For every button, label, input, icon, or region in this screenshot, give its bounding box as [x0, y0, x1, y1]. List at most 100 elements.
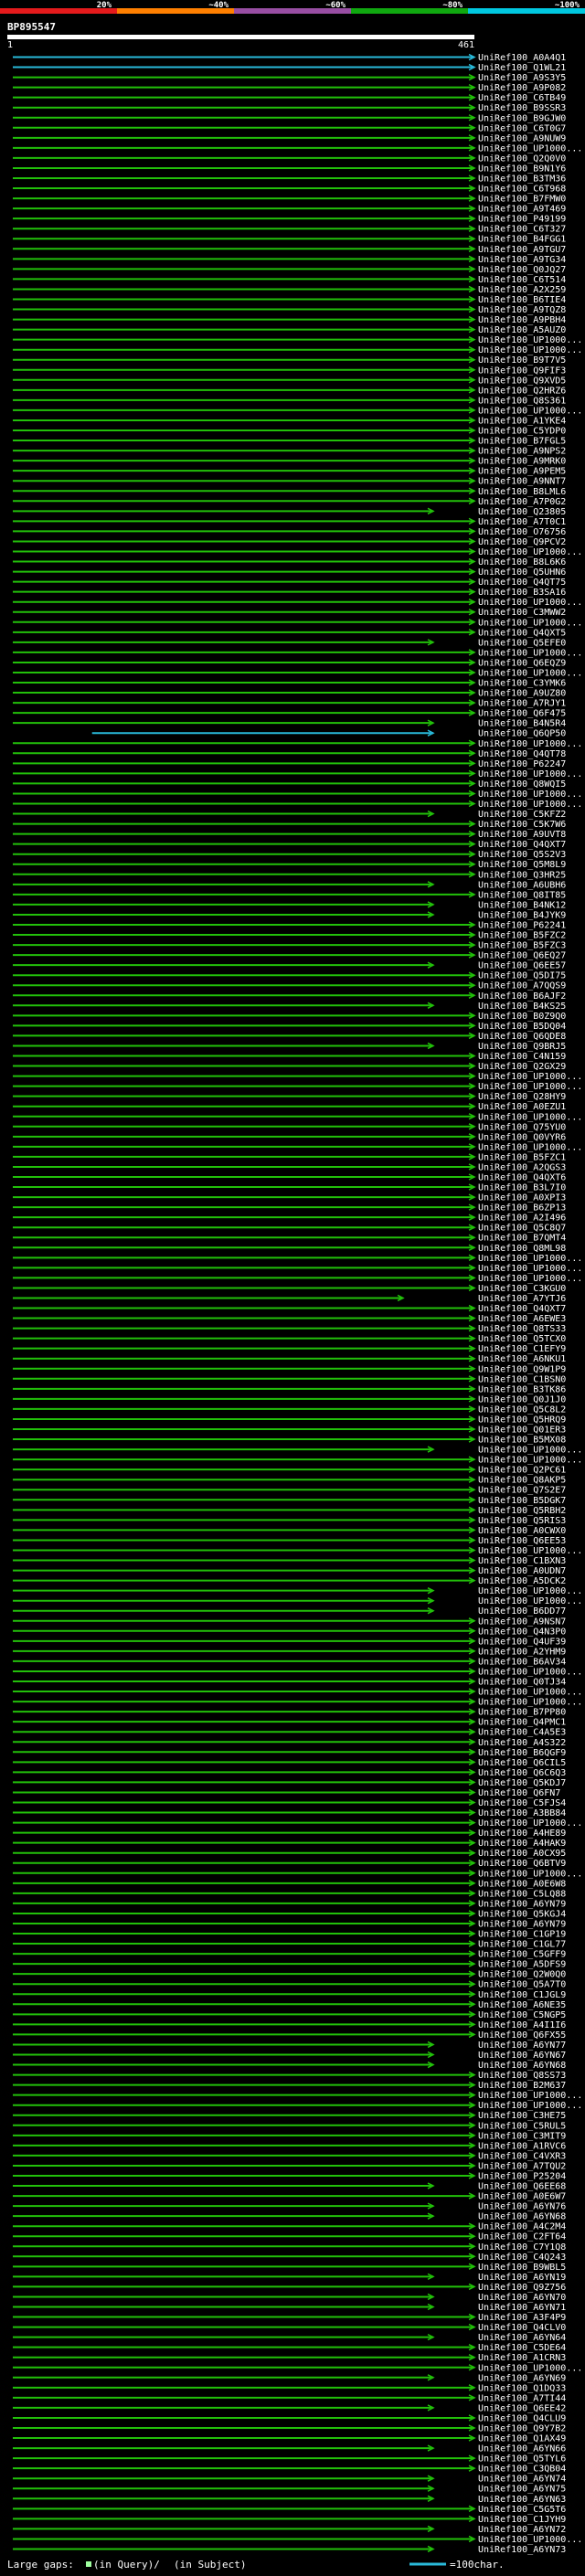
hit-label[interactable]: UniRef100_A6YN77: [478, 2041, 566, 2051]
hit-row[interactable]: UniRef100_C1JYH9: [13, 2515, 566, 2525]
hit-label[interactable]: UniRef100_Q8WQI5: [478, 779, 566, 790]
hit-label[interactable]: UniRef100_C5K7W6: [478, 820, 566, 830]
hit-row[interactable]: UniRef100_C5LQ88: [13, 1889, 566, 1899]
hit-label[interactable]: UniRef100_C6TB49: [478, 93, 566, 103]
hit-label[interactable]: UniRef100_Q8AKP5: [478, 1476, 566, 1486]
hit-label[interactable]: UniRef100_Q4UF39: [478, 1637, 566, 1647]
hit-row[interactable]: UniRef100_UP1000...: [13, 1264, 582, 1274]
hit-row[interactable]: UniRef100_B7PP80: [13, 1708, 566, 1718]
hit-label[interactable]: UniRef100_Q6EE53: [478, 1536, 566, 1546]
hit-row[interactable]: UniRef100_A4HAK9: [13, 1839, 566, 1849]
hit-row[interactable]: UniRef100_Q8AKP5: [13, 1476, 566, 1486]
hit-label[interactable]: UniRef100_A9S3Y5: [478, 73, 566, 83]
hit-row[interactable]: UniRef100_UP1000...: [13, 648, 582, 658]
hit-row[interactable]: UniRef100_A6YN69: [13, 2373, 566, 2383]
hit-row[interactable]: UniRef100_Q8ML98: [13, 1244, 566, 1254]
hit-label[interactable]: UniRef100_A6YN69: [478, 2373, 566, 2383]
hit-label[interactable]: UniRef100_Q4PMC1: [478, 1718, 566, 1728]
hit-row[interactable]: UniRef100_Q0VYR6: [13, 1132, 566, 1142]
hit-row[interactable]: UniRef100_A9PEM5: [13, 467, 566, 477]
hit-row[interactable]: UniRef100_Q9PCV2: [13, 537, 566, 547]
hit-row[interactable]: UniRef100_Q4UF39: [13, 1637, 566, 1647]
hit-row[interactable]: UniRef100_A5DCK2: [13, 1576, 566, 1586]
hit-label[interactable]: UniRef100_UP1000...: [478, 1274, 582, 1284]
hit-label[interactable]: UniRef100_B0Z9Q0: [478, 1012, 566, 1022]
hit-label[interactable]: UniRef100_A6YN79: [478, 1919, 566, 1929]
hit-row[interactable]: UniRef100_UP1000...: [13, 2363, 582, 2373]
hit-label[interactable]: UniRef100_Q6BTV9: [478, 1859, 566, 1869]
hit-label[interactable]: UniRef100_C3KGU0: [478, 1284, 566, 1294]
hit-row[interactable]: UniRef100_A6YN75: [13, 2485, 566, 2495]
hit-label[interactable]: UniRef100_A7P0G2: [478, 497, 566, 507]
hit-label[interactable]: UniRef100_Q6EE68: [478, 2182, 566, 2192]
hit-row[interactable]: UniRef100_Q6BTV9: [13, 1859, 566, 1869]
hit-row[interactable]: UniRef100_Q5TCX0: [13, 1334, 566, 1344]
hit-row[interactable]: UniRef100_A6YN67: [13, 2051, 566, 2061]
hit-label[interactable]: UniRef100_B3L7I0: [478, 1183, 566, 1193]
hit-row[interactable]: UniRef100_UP1000...: [13, 345, 582, 355]
hit-row[interactable]: UniRef100_B6QGF9: [13, 1748, 566, 1758]
hit-row[interactable]: UniRef100_A6YN76: [13, 2202, 566, 2212]
hit-row[interactable]: UniRef100_A9NNT7: [13, 477, 566, 487]
hit-label[interactable]: UniRef100_A4C2M4: [478, 2222, 566, 2232]
hit-row[interactable]: UniRef100_A6YN72: [13, 2525, 566, 2535]
hit-row[interactable]: UniRef100_C1EFY9: [13, 1344, 566, 1354]
hit-row[interactable]: UniRef100_A6YN77: [13, 2041, 566, 2051]
hit-label[interactable]: UniRef100_A6YN64: [478, 2333, 566, 2343]
hit-row[interactable]: UniRef100_P62247: [13, 759, 566, 769]
hit-row[interactable]: UniRef100_C7Y1Q8: [13, 2242, 566, 2253]
hit-label[interactable]: UniRef100_UP1000...: [478, 1698, 582, 1708]
hit-row[interactable]: UniRef100_UP1000...: [13, 598, 582, 608]
hit-row[interactable]: UniRef100_B4N5R4: [13, 719, 566, 729]
hit-row[interactable]: UniRef100_Q5EFE0: [13, 638, 566, 648]
hit-label[interactable]: UniRef100_C4N159: [478, 1052, 566, 1062]
hit-row[interactable]: UniRef100_A1RVC6: [13, 2141, 566, 2151]
hit-label[interactable]: UniRef100_C1JGL9: [478, 1990, 566, 2000]
hit-label[interactable]: UniRef100_Q6F475: [478, 709, 566, 719]
hit-row[interactable]: UniRef100_C4VXR3: [13, 2151, 566, 2161]
hit-row[interactable]: UniRef100_B6AJF2: [13, 991, 566, 1002]
hit-label[interactable]: UniRef100_C3HE75: [478, 2111, 566, 2121]
hit-label[interactable]: UniRef100_Q6EE57: [478, 961, 566, 971]
hit-row[interactable]: UniRef100_B3TK86: [13, 1384, 566, 1394]
hit-label[interactable]: UniRef100_Q2PC61: [478, 1466, 566, 1476]
hit-label[interactable]: UniRef100_C5DE64: [478, 2343, 566, 2353]
hit-label[interactable]: UniRef100_UP1000...: [478, 1254, 582, 1264]
hit-label[interactable]: UniRef100_A6YN66: [478, 2444, 566, 2454]
hit-label[interactable]: UniRef100_C7Y1Q8: [478, 2242, 566, 2253]
hit-label[interactable]: UniRef100_B5FZC2: [478, 931, 566, 941]
hit-label[interactable]: UniRef100_Q9XVD5: [478, 376, 566, 386]
hit-label[interactable]: UniRef100_B4N5R4: [478, 719, 566, 729]
hit-row[interactable]: UniRef100_A1YKE4: [13, 416, 566, 426]
hit-label[interactable]: UniRef100_A0EZU1: [478, 1102, 566, 1112]
hit-label[interactable]: UniRef100_A9TQZ8: [478, 305, 566, 315]
hit-row[interactable]: UniRef100_Q9FIF3: [13, 366, 566, 376]
hit-row[interactable]: UniRef100_A0CX95: [13, 1849, 566, 1859]
hit-row[interactable]: UniRef100_A7YTJ6: [13, 1294, 566, 1304]
hit-row[interactable]: UniRef100_B9GJW0: [13, 113, 566, 123]
hit-row[interactable]: UniRef100_A6YN68: [13, 2061, 566, 2071]
hit-label[interactable]: UniRef100_Q1DQ33: [478, 2383, 566, 2393]
hit-label[interactable]: UniRef100_C6T327: [478, 225, 566, 235]
hit-label[interactable]: UniRef100_B5DQ04: [478, 1022, 566, 1032]
hit-label[interactable]: UniRef100_Q5S2V3: [478, 850, 566, 860]
hit-label[interactable]: UniRef100_Q5C8Q7: [478, 1224, 566, 1234]
hit-label[interactable]: UniRef100_A0XPI3: [478, 1193, 566, 1203]
hit-label[interactable]: UniRef100_A6YN67: [478, 2051, 566, 2061]
hit-label[interactable]: UniRef100_Q8ML98: [478, 1244, 566, 1254]
hit-label[interactable]: UniRef100_A9UVT8: [478, 830, 566, 840]
hit-row[interactable]: UniRef100_B5DGK7: [13, 1496, 566, 1506]
hit-label[interactable]: UniRef100_UP1000...: [478, 790, 582, 800]
hit-row[interactable]: UniRef100_B7FMW0: [13, 195, 566, 205]
hit-label[interactable]: UniRef100_UP1000...: [478, 1869, 582, 1879]
hit-label[interactable]: UniRef100_UP1000...: [478, 668, 582, 678]
hit-row[interactable]: UniRef100_Q8TS33: [13, 1324, 566, 1334]
hit-label[interactable]: UniRef100_UP1000...: [478, 2363, 582, 2373]
hit-row[interactable]: UniRef100_Q5KGJ4: [13, 1909, 566, 1919]
hit-row[interactable]: UniRef100_Q6QP50: [91, 729, 567, 739]
hit-label[interactable]: UniRef100_A0CX95: [478, 1849, 566, 1859]
hit-row[interactable]: UniRef100_A6YN70: [13, 2293, 566, 2303]
hit-row[interactable]: UniRef100_UP1000...: [13, 1688, 582, 1698]
hit-row[interactable]: UniRef100_Q1WL21: [13, 63, 566, 73]
hit-row[interactable]: UniRef100_B4KS25: [13, 1002, 566, 1012]
